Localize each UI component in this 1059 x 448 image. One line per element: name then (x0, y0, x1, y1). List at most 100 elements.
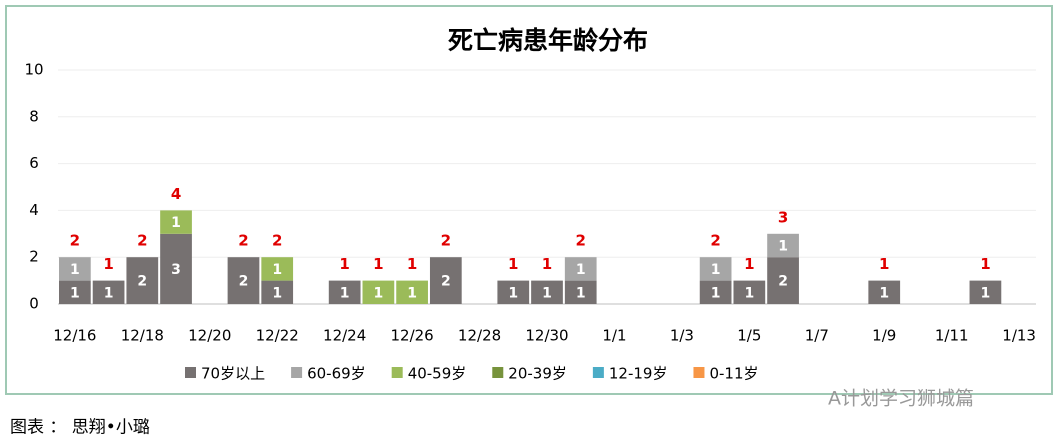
legend-label: 0-11岁 (709, 365, 758, 383)
segment-label: 1 (407, 285, 417, 301)
bar-segment (564, 280, 597, 304)
segment-label: 1 (70, 262, 80, 278)
segment-label: 1 (542, 285, 552, 301)
x-tick-label: 1/7 (805, 327, 829, 345)
legend-label: 70岁以上 (201, 365, 265, 383)
x-tick-label: 1/13 (1002, 327, 1036, 345)
bar-segment (429, 257, 462, 304)
chart-title: 死亡病患年龄分布 (448, 26, 648, 55)
segment-label: 1 (340, 285, 350, 301)
x-tick-label: 12/26 (390, 327, 433, 345)
segment-label: 3 (171, 262, 181, 278)
total-label: 3 (778, 208, 788, 226)
bar-segment (733, 280, 766, 304)
total-label: 1 (407, 255, 417, 273)
legend-swatch (693, 367, 705, 378)
legend-label: 20-39岁 (508, 365, 567, 383)
segment-label: 1 (576, 262, 586, 278)
legend-swatch (185, 367, 196, 378)
bar-segment (868, 280, 901, 304)
segment-label: 1 (879, 285, 889, 301)
x-tick-label: 12/18 (121, 327, 164, 345)
total-label: 1 (103, 255, 113, 273)
legend-label: 40-59岁 (408, 365, 467, 383)
bar-segment (160, 233, 192, 304)
total-label: 1 (508, 255, 518, 273)
x-tick-label: 1/3 (670, 327, 694, 345)
total-label: 1 (373, 255, 383, 273)
bar-segment (328, 280, 361, 304)
total-label: 2 (137, 232, 147, 250)
y-tick-label: 0 (29, 295, 39, 313)
segment-label: 1 (374, 285, 384, 301)
bar-segment (92, 280, 125, 304)
legend-swatch (391, 367, 403, 378)
total-label: 2 (576, 232, 586, 250)
y-tick-label: 4 (29, 201, 39, 219)
legend-label: 12-19岁 (609, 365, 668, 383)
total-label: 1 (339, 255, 349, 273)
y-tick-label: 8 (29, 107, 39, 125)
segment-label: 1 (981, 285, 991, 301)
bar-segment (396, 280, 428, 304)
x-tick-label: 12/24 (323, 327, 366, 345)
segment-label: 1 (272, 285, 282, 301)
total-label: 1 (542, 255, 552, 273)
bar-segment (531, 280, 563, 304)
bar-segment (126, 257, 159, 304)
total-label: 2 (70, 232, 80, 250)
x-tick-label: 1/11 (935, 327, 969, 345)
y-tick-label: 10 (24, 61, 43, 79)
segment-label: 1 (711, 285, 721, 301)
bar-segment (767, 233, 799, 258)
y-tick-label: 6 (29, 154, 39, 172)
segment-label: 1 (508, 285, 518, 301)
segment-label: 2 (441, 274, 451, 290)
bar-segment (59, 257, 91, 281)
total-label: 1 (980, 255, 990, 273)
bar-segment (160, 210, 192, 234)
total-label: 4 (171, 185, 181, 203)
bar-segment (261, 280, 294, 304)
bar-segment (362, 280, 395, 304)
segment-label: 2 (239, 274, 249, 290)
segment-label: 1 (744, 285, 754, 301)
legend-label: 60-69岁 (307, 365, 366, 383)
segment-label: 1 (272, 262, 282, 278)
bar-segment (59, 280, 91, 304)
total-label: 1 (744, 255, 754, 273)
x-tick-label: 12/30 (525, 327, 568, 345)
total-label: 2 (238, 232, 248, 250)
segment-label: 1 (778, 239, 788, 255)
x-tick-label: 12/22 (256, 327, 299, 345)
bar-segment (969, 280, 1002, 304)
x-tick-label: 12/20 (188, 327, 231, 345)
bar-segment (699, 257, 732, 281)
total-label: 1 (879, 255, 889, 273)
segment-label: 1 (104, 285, 114, 301)
x-tick-label: 12/16 (53, 327, 96, 345)
segment-label: 1 (576, 285, 586, 301)
legend-swatch (492, 367, 504, 378)
bar-segment (497, 280, 530, 304)
x-tick-label: 1/5 (737, 327, 761, 345)
legend-swatch (291, 367, 303, 378)
bar-segment (699, 280, 732, 304)
caption: 图表 ： 思翔•小璐 (10, 418, 150, 438)
x-tick-label: 1/9 (872, 327, 896, 345)
legend-swatch (592, 367, 604, 378)
total-label: 2 (710, 232, 720, 250)
chart-frame (5, 5, 1053, 395)
segment-label: 1 (70, 285, 80, 301)
segment-label: 2 (778, 274, 788, 290)
x-tick-label: 12/28 (458, 327, 501, 345)
bar-segment (227, 257, 260, 304)
total-label: 2 (272, 232, 282, 250)
bar-segment (564, 257, 597, 281)
watermark: A计划学习狮城篇 (828, 388, 974, 410)
y-tick-label: 2 (29, 248, 39, 266)
segment-label: 1 (171, 215, 181, 231)
segment-label: 2 (137, 274, 147, 290)
